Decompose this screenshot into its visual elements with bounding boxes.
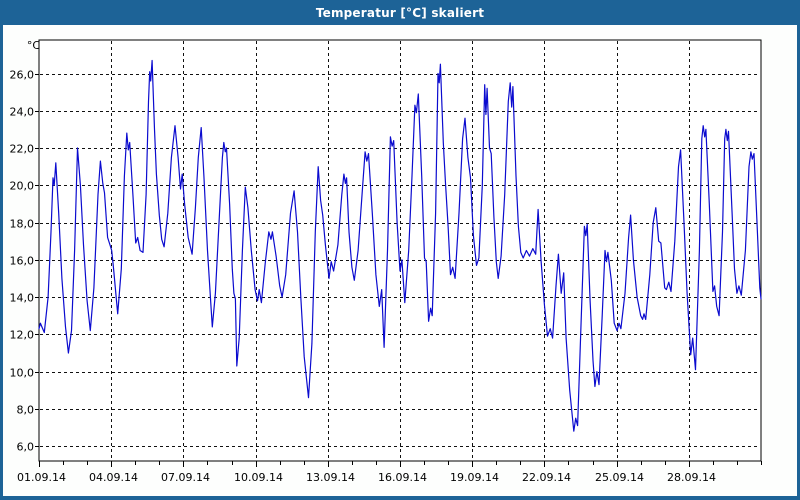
x-axis-tick-label: 01.09.14 <box>17 471 66 484</box>
x-axis-tick-label: 04.09.14 <box>89 471 138 484</box>
x-axis-tick-label: 16.09.14 <box>378 471 427 484</box>
chart-content-area: 6,0 8,0 10,0 12,0 14,0 16,0 18,0 20,0 22,0 24,0 26… <box>3 25 797 496</box>
y-axis-unit-label: °C <box>27 39 41 52</box>
y-axis-tick-label: 14,0 <box>10 292 35 305</box>
y-axis-tick-label: 26,0 <box>10 69 35 82</box>
y-axis-tick-label: 24,0 <box>10 106 35 119</box>
x-axis-tick-label: 28.09.14 <box>667 471 716 484</box>
x-axis-tick-label: 07.09.14 <box>161 471 210 484</box>
y-axis-tick-label: 8,0 <box>17 404 35 417</box>
y-axis-tick-label: 16,0 <box>10 255 35 268</box>
x-axis-tick-label: 19.09.14 <box>450 471 499 484</box>
window-titlebar: Temperatur [°C] skaliert <box>0 0 800 25</box>
y-axis-tick-label: 10,0 <box>10 367 35 380</box>
y-axis-tick-label: 22,0 <box>10 143 35 156</box>
chart-title: Temperatur [°C] skaliert <box>315 5 485 20</box>
y-axis-tick-label: 12,0 <box>10 329 35 342</box>
x-axis-tick-label: 22.09.14 <box>522 471 571 484</box>
x-axis-tick-label: 25.09.14 <box>595 471 644 484</box>
y-axis-tick-label: 20,0 <box>10 180 35 193</box>
x-axis-tick-label: 13.09.14 <box>306 471 355 484</box>
temperature-line-chart: 6,0 8,0 10,0 12,0 14,0 16,0 18,0 20,0 22,0 24,0 26… <box>10 39 762 484</box>
y-axis-tick-label: 18,0 <box>10 218 35 231</box>
temperature-series-line <box>38 59 762 432</box>
y-axis-tick-label: 6,0 <box>17 441 35 454</box>
x-axis-tick-label: 10.09.14 <box>234 471 283 484</box>
